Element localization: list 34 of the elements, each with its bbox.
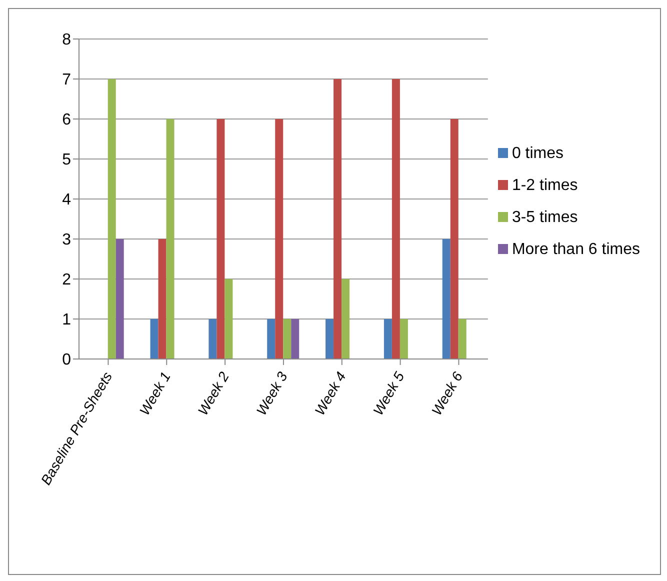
bar: [450, 119, 458, 359]
bar: [334, 79, 342, 359]
bar: [166, 119, 174, 359]
legend-label: 1-2 times: [512, 176, 578, 194]
bar: [291, 319, 300, 359]
bar: [116, 239, 124, 359]
bar: [283, 319, 292, 359]
bar: [442, 239, 450, 359]
y-tick-label: 6: [62, 112, 72, 129]
legend-label: 0 times: [512, 144, 564, 162]
bar: [224, 279, 233, 359]
bar: [158, 239, 166, 359]
bar: [275, 119, 284, 359]
y-tick-label: 7: [62, 72, 72, 89]
legend-label: More than 6 times: [512, 240, 640, 258]
bar: [267, 319, 276, 359]
bar: [326, 319, 334, 359]
y-tick-label: 1: [62, 312, 72, 329]
y-tick-label: 2: [62, 272, 72, 289]
bar: [458, 319, 466, 359]
bar: [384, 319, 392, 359]
bar: [400, 319, 408, 359]
bar: [208, 319, 217, 359]
bar: [150, 319, 158, 359]
bar: [216, 119, 225, 359]
y-tick-label: 8: [62, 32, 72, 49]
y-tick-label: 4: [62, 192, 72, 209]
bar: [108, 79, 116, 359]
y-tick-label: 5: [62, 152, 72, 169]
y-tick-label: 3: [62, 232, 72, 249]
bar: [342, 279, 350, 359]
bar: [392, 79, 400, 359]
legend-label: 3-5 times: [512, 208, 578, 226]
y-tick-label: 0: [62, 352, 72, 369]
